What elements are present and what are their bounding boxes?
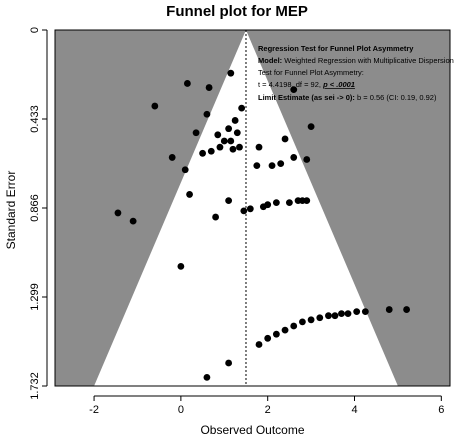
data-point: [325, 312, 332, 320]
x-tick-label: 2: [265, 404, 271, 416]
x-tick-label: 6: [438, 404, 444, 416]
plot-frame: [54, 29, 451, 387]
data-point: [212, 213, 220, 221]
data-point: [227, 69, 235, 77]
data-point: [272, 330, 280, 338]
data-point: [220, 137, 228, 145]
data-point: [246, 205, 254, 213]
y-axis: 0 0.433 0.866 1.299 1.732: [29, 27, 48, 400]
data-point: [353, 308, 361, 315]
annotation-model-line: Model: Weighted Regression with Multipli…: [258, 56, 454, 65]
annotation-limit-line: Limit Estimate (as sei -> 0): b = 0.56 (…: [258, 93, 437, 102]
data-point: [255, 341, 263, 348]
data-point: [181, 166, 189, 174]
x-tick-label: 0: [178, 404, 184, 416]
data-point: [231, 117, 239, 124]
data-point: [281, 135, 289, 143]
x-tick-label: 4: [351, 404, 357, 416]
x-axis-label: Observed Outcome: [200, 423, 305, 437]
data-point: [205, 84, 213, 91]
data-point: [203, 373, 211, 381]
data-point: [307, 123, 315, 131]
chart-title: Funnel plot for MEP: [166, 3, 308, 20]
x-tick-label: -2: [89, 404, 99, 416]
data-point: [203, 110, 211, 118]
data-point: [403, 306, 410, 313]
data-point: [253, 162, 261, 170]
data-point: [264, 334, 272, 342]
annotation-heading: Regression Test for Funnel Plot Asymmetr…: [258, 44, 414, 53]
y-tick-label: 1.299: [29, 283, 41, 311]
y-tick-label: 0.433: [29, 105, 41, 133]
annotation-p-value: p < .0001: [322, 80, 355, 89]
annotation-limit-text: b = 0.56 (CI: 0.19, 0.92): [357, 93, 437, 102]
data-point: [285, 199, 293, 207]
y-axis-label: Standard Error: [4, 170, 18, 250]
data-point: [361, 308, 369, 315]
data-point: [290, 322, 298, 330]
data-point: [281, 326, 289, 334]
data-point: [207, 147, 215, 155]
data-point: [316, 314, 324, 322]
data-point: [183, 80, 191, 87]
data-points: [114, 69, 410, 381]
data-point: [344, 310, 352, 318]
y-tick-label: 0: [29, 27, 41, 33]
annotation-stat-text: t = 4.4198, df = 92,: [258, 80, 321, 89]
data-point: [277, 160, 285, 168]
y-tick-label: 0.866: [29, 194, 41, 222]
data-point: [303, 156, 311, 163]
data-point: [229, 145, 237, 153]
data-point: [272, 199, 280, 207]
data-point: [290, 154, 298, 161]
x-axis: -2 0 2 4 6: [89, 395, 444, 416]
data-point: [199, 149, 206, 157]
data-point: [240, 207, 248, 215]
annotation-limit-label: Limit Estimate (as sei -> 0):: [258, 93, 355, 102]
data-point: [307, 316, 315, 324]
data-point: [214, 131, 222, 139]
data-point: [129, 217, 137, 225]
data-point: [151, 102, 159, 110]
data-point: [238, 104, 246, 112]
data-point: [233, 129, 241, 137]
data-point: [168, 154, 176, 161]
data-point: [268, 162, 276, 170]
annotation-model-label: Model:: [258, 56, 282, 65]
data-point: [114, 209, 122, 217]
data-point: [236, 143, 243, 151]
regression-annotation: Regression Test for Funnel Plot Asymmetr…: [258, 44, 454, 102]
annotation-test-label: Test for Funnel Plot Asymmetry:: [258, 68, 364, 77]
data-point: [186, 191, 193, 198]
data-point: [192, 129, 200, 137]
data-point: [216, 143, 224, 151]
data-point: [331, 312, 339, 320]
data-point: [385, 306, 393, 313]
data-point: [299, 318, 306, 326]
data-point: [264, 201, 272, 209]
data-point: [290, 86, 298, 94]
annotation-model-text: Weighted Regression with Multiplicative …: [284, 56, 454, 65]
data-point: [227, 137, 235, 145]
data-point: [225, 359, 233, 367]
y-tick-label: 1.732: [29, 372, 41, 400]
annotation-stat-line: t = 4.4198, df = 92, p < .0001: [258, 80, 355, 89]
data-point: [303, 197, 311, 205]
data-point: [225, 125, 233, 133]
data-point: [225, 197, 233, 205]
data-point: [338, 310, 345, 318]
data-point: [255, 143, 263, 151]
data-point: [177, 262, 185, 270]
